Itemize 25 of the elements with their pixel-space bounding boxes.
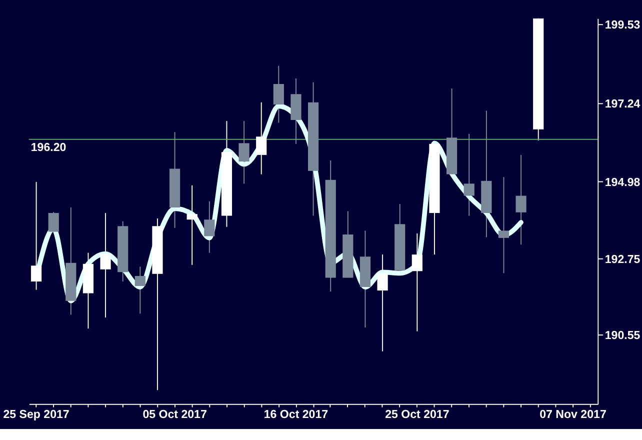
y-tick-label: 199.53 — [604, 20, 640, 32]
x-tick-label: 25 Oct 2017 — [385, 408, 450, 421]
candlestick — [204, 200, 215, 254]
y-tick-label: 197.24 — [604, 98, 641, 111]
y-tick-label: 190.55 — [604, 330, 641, 342]
candlestick — [238, 120, 250, 184]
candlestick — [464, 133, 474, 216]
candlestick — [256, 102, 267, 175]
candlestick — [412, 232, 422, 332]
x-tick-label: 07 Nov 2017 — [540, 408, 606, 421]
candlestick — [30, 181, 42, 290]
x-tick-label: 16 Oct 2017 — [264, 408, 328, 421]
x-tick-label: 05 Oct 2017 — [142, 408, 207, 421]
candlestick — [186, 184, 198, 266]
y-tick-label: 192.75 — [604, 254, 641, 266]
ref-line-label: 196.20 — [30, 142, 66, 154]
candlestick — [134, 266, 146, 314]
candlestick — [377, 254, 388, 352]
candlestick — [273, 65, 284, 124]
y-tick-label: 194.98 — [604, 176, 641, 189]
x-tick-label: 25 Sep 2017 — [3, 408, 70, 421]
candlestick — [498, 176, 510, 274]
candlestick — [48, 212, 59, 232]
candlestick — [516, 154, 526, 245]
candlestick — [100, 212, 111, 318]
